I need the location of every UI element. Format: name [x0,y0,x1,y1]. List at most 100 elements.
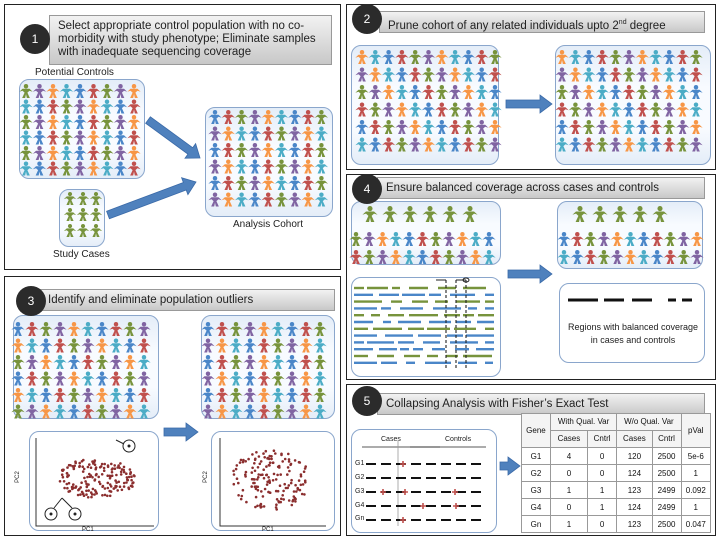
person-icon [475,102,489,117]
person-icon [442,232,456,246]
person-body [482,236,496,246]
person-head [668,250,673,255]
person-body [19,135,33,145]
person-head [219,371,225,376]
pca-point [82,467,86,471]
pca-point [74,486,77,489]
person-icon [421,102,436,117]
person-body [572,211,588,222]
person-head [247,371,253,376]
person-body [368,89,382,99]
person-icon [288,110,302,124]
person-head [426,85,431,90]
person-body [288,114,302,124]
person-body [689,72,703,82]
qualifying-variant-mark [402,489,408,495]
person-body [81,343,95,353]
person-icon [46,115,60,129]
person-body [127,119,141,129]
person-head [420,250,425,255]
person-body [39,359,53,369]
pca-point [297,479,301,482]
person-icon [690,232,704,246]
person-body [32,135,47,145]
person-head [37,161,42,166]
person-head [373,67,378,72]
pca-point [84,480,87,483]
person-icon [215,404,229,419]
pca-point [67,474,70,477]
person-head [588,250,593,255]
person-body [76,196,90,205]
person-icon [81,371,95,386]
person-icon [113,130,128,145]
fisher-table-body: G1 4 0 120 2500 5e-6 G2 0 0 124 2500 1 G3 1 1 123 2499 0.… [521,447,712,533]
person-icon [395,102,409,117]
person-head [279,192,284,197]
person-body [63,212,77,221]
person-body [201,376,215,386]
gene-label-g1: G1 [355,460,365,467]
person-head [680,137,685,142]
person-body [208,180,222,190]
person-body [25,409,39,419]
person-head [359,67,365,72]
person-head [29,388,35,393]
pca-point [277,500,280,503]
pca-point [290,478,293,482]
person-body [100,104,114,114]
person-icon [448,85,462,99]
person-icon [635,67,650,82]
person-icon [109,404,123,419]
pca-point [267,463,271,467]
pca-point [274,452,277,455]
person-head [367,250,372,255]
person-icon [67,338,81,353]
person-body [381,72,396,82]
person-icon [635,102,650,117]
person-icon [570,250,584,264]
person-head [317,355,323,360]
person-icon [67,355,81,369]
person-head [239,176,244,181]
person-body [46,150,60,160]
panel-5: Collapsing Analysis with Fisher’s Exact … [346,384,716,536]
person-head [303,355,309,360]
person-head [141,355,147,360]
person-body [109,376,123,386]
pca-point [244,475,247,478]
person-icon [109,322,123,336]
person-head [265,192,271,197]
person-head [573,102,578,107]
person-icon [299,388,313,402]
person-icon [25,388,39,402]
pca-point [301,483,305,486]
pca-point [276,489,280,493]
person-body [274,114,289,124]
pca-point [93,478,97,481]
person-icon [59,84,74,98]
person-body [208,197,222,207]
person-icon [381,50,396,64]
person-head [586,137,592,142]
person-head [613,120,618,125]
person-head [573,67,578,72]
pca-point [98,466,102,469]
person-head [460,232,465,237]
person-head [492,120,498,125]
person-body [583,236,598,246]
pca-point [266,456,270,460]
person-body [81,359,95,369]
person-body [568,124,583,134]
person-body [675,142,690,152]
person-body [100,119,114,129]
person-body [313,359,327,369]
person-head [279,110,284,115]
person-head [279,143,284,148]
person-body [221,131,235,141]
person-body [462,211,478,222]
person-head [113,388,119,393]
person-body [429,236,443,246]
person-body [113,104,128,114]
person-body [123,392,137,402]
